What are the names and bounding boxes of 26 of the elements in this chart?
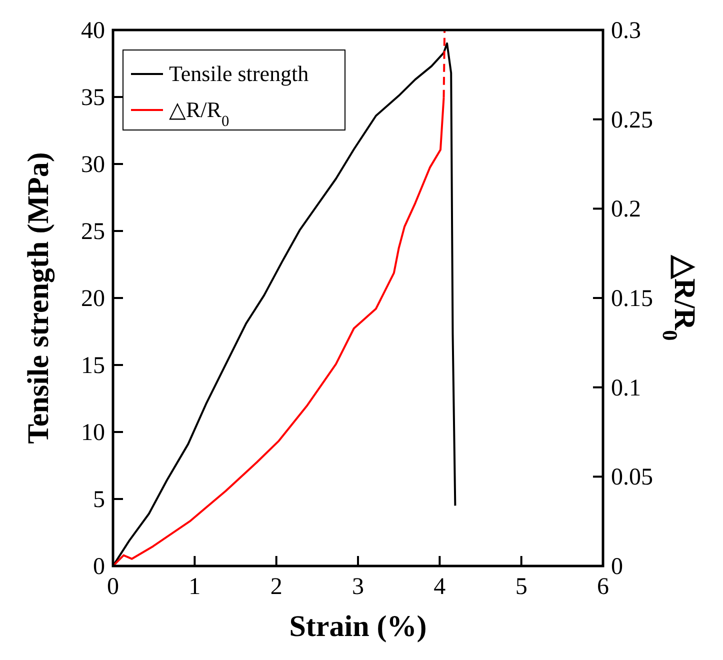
- y-axis-title: Tensile strength (MPa): [22, 152, 55, 444]
- y2-tick-label: 0.1: [611, 375, 641, 402]
- y-tick-label: 5: [93, 487, 105, 513]
- y2-tick-label: 0.2: [611, 196, 641, 223]
- y2-tick-label: 0.05: [611, 464, 653, 491]
- y2-tick-label: 0.15: [611, 286, 653, 312]
- y-tick-label: 10: [81, 420, 105, 446]
- x-tick-label: 2: [270, 574, 282, 600]
- y2-tick-label: 0: [611, 554, 623, 580]
- legend-label: △R/R$_{0}$: [169, 97, 230, 130]
- x-tick-label: 1: [188, 574, 201, 600]
- legend-label: Tensile strength: [169, 61, 309, 86]
- y2-tick-label: 0.3: [611, 18, 641, 44]
- y-tick-label: 25: [81, 219, 105, 245]
- y-tick-label: 0: [93, 554, 105, 580]
- x-tick-label: 6: [597, 574, 609, 600]
- y-tick-label: 35: [81, 85, 105, 111]
- y-tick-label: 20: [81, 286, 105, 312]
- y-tick-label: 15: [81, 353, 105, 379]
- x-tick-label: 3: [352, 574, 364, 600]
- y2-tick-label: 0.25: [611, 107, 653, 134]
- y-tick-label: 40: [81, 18, 105, 44]
- x-tick-label: 5: [515, 574, 528, 600]
- x-axis-title: Strain (%): [289, 610, 427, 643]
- y-tick-label: 30: [81, 152, 105, 178]
- x-tick-label: 4: [434, 574, 446, 600]
